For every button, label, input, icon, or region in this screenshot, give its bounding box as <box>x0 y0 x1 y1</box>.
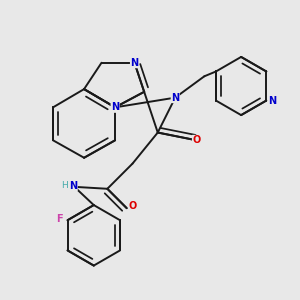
Text: F: F <box>56 214 62 224</box>
Text: H: H <box>61 181 68 190</box>
Text: N: N <box>111 102 119 112</box>
Text: N: N <box>69 181 77 191</box>
Text: O: O <box>128 201 137 211</box>
Text: N: N <box>268 96 276 106</box>
Text: N: N <box>171 93 179 103</box>
Text: N: N <box>130 58 139 68</box>
Text: O: O <box>192 135 201 145</box>
